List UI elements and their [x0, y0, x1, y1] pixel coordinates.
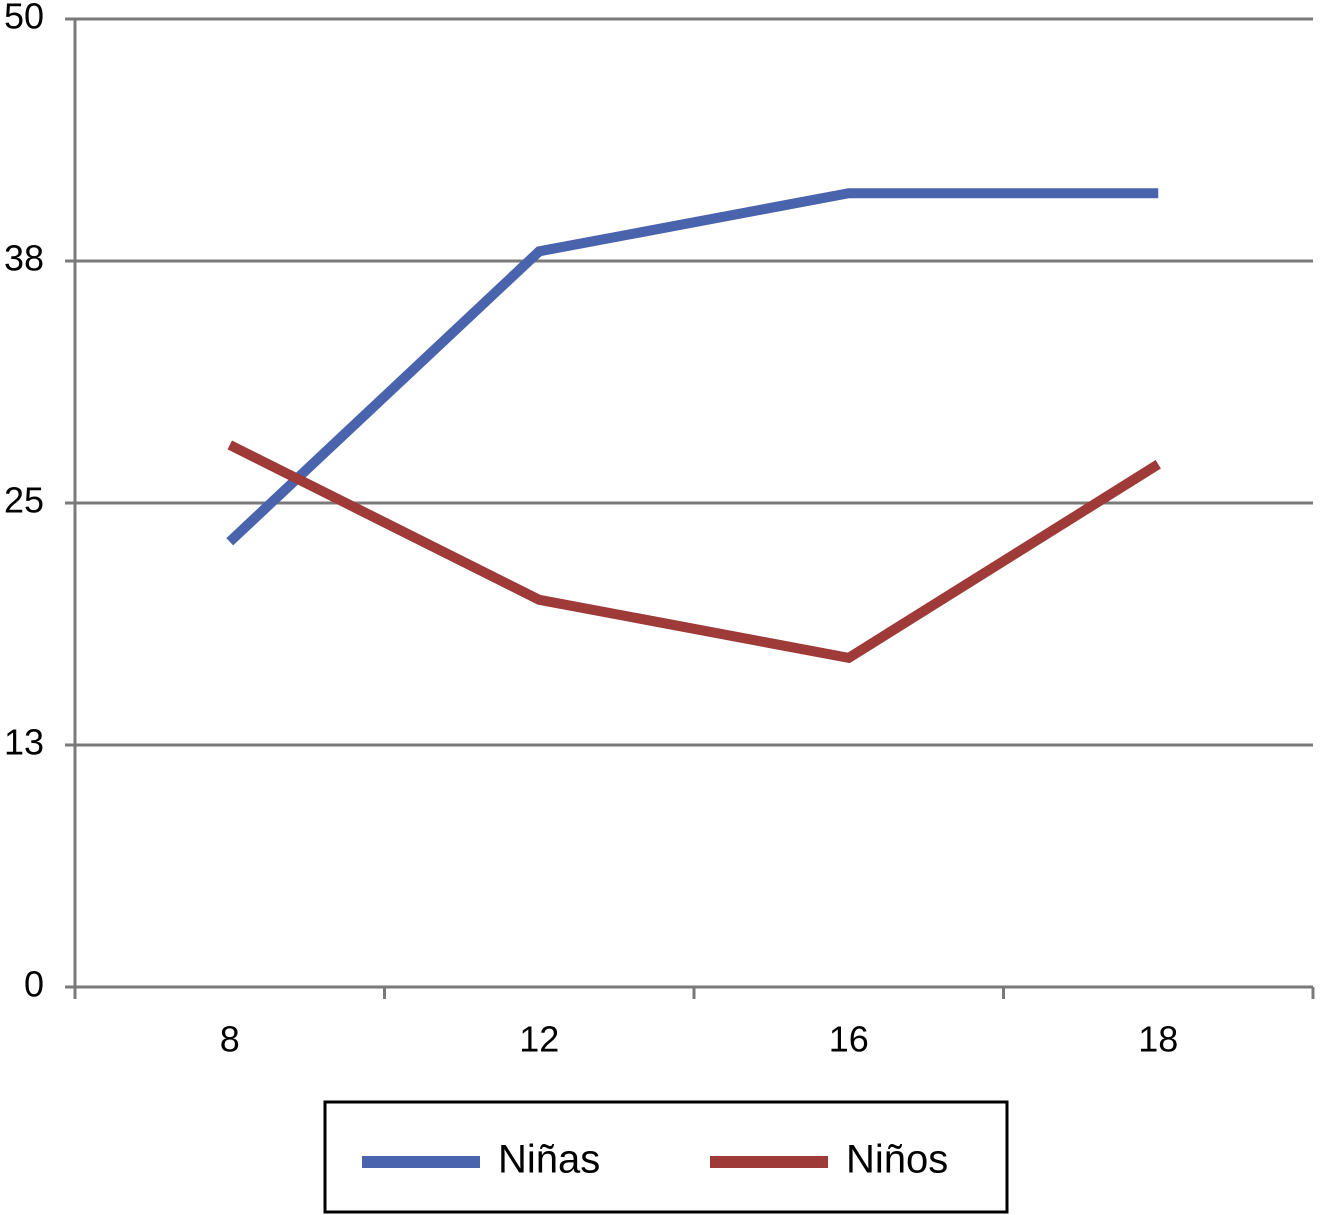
x-tick-label: 16: [829, 1019, 869, 1060]
series-line: [226, 188, 1159, 546]
y-tick-label: 25: [4, 480, 44, 521]
y-tick-label: 50: [4, 0, 44, 37]
x-tick-label: 8: [220, 1019, 240, 1060]
y-tick-label: 13: [4, 722, 44, 763]
x-tick-label: 18: [1138, 1019, 1178, 1060]
legend-label: Niños: [846, 1138, 948, 1182]
x-tick-label: 12: [519, 1019, 559, 1060]
y-tick-label: 38: [4, 238, 44, 279]
series-line: [227, 440, 1161, 664]
legend-label: Niñas: [498, 1138, 600, 1182]
y-tick-label: 0: [24, 964, 44, 1005]
